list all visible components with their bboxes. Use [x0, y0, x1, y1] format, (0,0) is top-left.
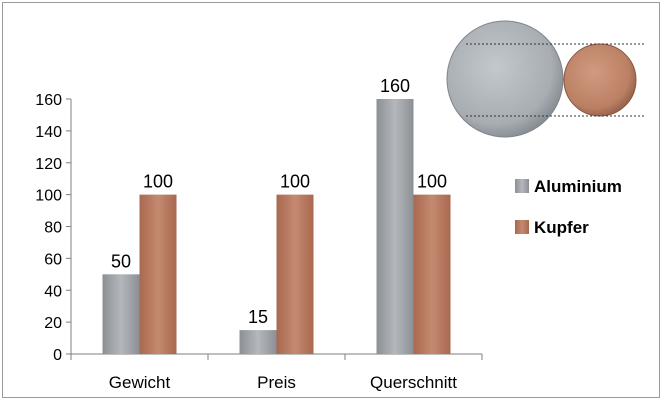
bar-kupfer-gewicht — [139, 194, 177, 354]
category-label: Querschnitt — [370, 373, 457, 392]
y-tick-label: 20 — [44, 315, 62, 332]
bar-kupfer-preis — [276, 194, 314, 354]
data-label: 100 — [143, 172, 173, 192]
data-label: 160 — [380, 76, 410, 96]
y-tick-label: 80 — [44, 220, 62, 237]
bar-aluminium-gewicht — [102, 274, 140, 354]
y-tick-label: 120 — [35, 156, 62, 173]
data-label: 50 — [111, 251, 131, 271]
y-tick-label: 60 — [44, 251, 62, 268]
legend-label-aluminium: Aluminium — [534, 177, 622, 196]
y-tick-label: 0 — [53, 347, 62, 364]
cross-section-illustration — [446, 20, 644, 138]
y-tick-label: 140 — [35, 124, 62, 141]
y-tick-label: 160 — [35, 92, 62, 109]
category-label: Preis — [257, 373, 296, 392]
bar-aluminium-preis — [239, 330, 277, 354]
bar-aluminium-querschnitt — [376, 99, 414, 354]
legend-swatch-kupfer — [515, 220, 529, 234]
data-label: 100 — [417, 172, 447, 192]
legend-swatch-aluminium — [515, 179, 529, 193]
data-label: 100 — [280, 172, 310, 192]
bar-kupfer-querschnitt — [413, 194, 451, 354]
data-label: 15 — [248, 307, 268, 327]
y-tick-label: 40 — [44, 283, 62, 300]
legend-label-kupfer: Kupfer — [534, 218, 589, 237]
y-tick-label: 100 — [35, 188, 62, 205]
copper-wire-cross-section — [563, 43, 637, 117]
aluminium-wire-cross-section — [446, 20, 564, 138]
category-label: Gewicht — [109, 373, 171, 392]
